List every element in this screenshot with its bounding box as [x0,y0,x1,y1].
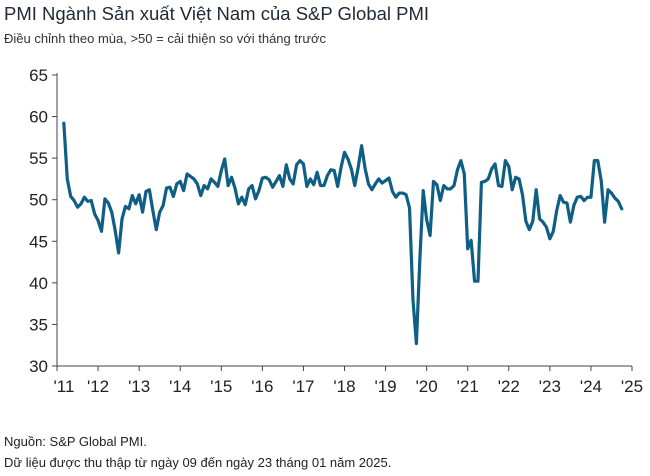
y-tick-label: 65 [29,66,48,85]
x-tick-label: '22 [498,377,520,396]
x-tick-label: '11 [54,377,75,396]
y-tick-label: 45 [29,232,48,251]
x-tick-label: '25 [621,377,643,396]
x-tick-label: '15 [210,377,232,396]
source-note: Nguồn: S&P Global PMI. [4,434,147,449]
y-tick-label: 60 [29,108,48,127]
x-tick-label: '24 [580,377,602,396]
chart-subtitle: Điều chỉnh theo mùa, >50 = cải thiện so … [4,31,327,46]
y-tick-label: 35 [29,315,48,334]
y-tick-label: 40 [29,274,48,293]
x-tick-label: '23 [539,377,561,396]
pmi-series-line [62,121,624,346]
axes-layer [52,73,633,371]
y-tick-labels: 30 35 40 45 50 55 60 65 [29,66,48,376]
x-tick-label: '21 [457,377,479,396]
x-tick-label: '20 [416,377,438,396]
x-tick-labels: '11 '12 '13 '14 '15 '16 '17 '18 '19 '20 '21 '22 '23 '… [54,377,644,396]
x-tick-label: '14 [169,377,191,396]
x-tick-label: '16 [251,377,273,396]
x-tick-label: '17 [292,377,314,396]
x-tick-label: '13 [128,377,150,396]
x-tick-label: '12 [87,377,109,396]
y-tick-label: 30 [29,357,48,376]
data-collection-note: Dữ liệu được thu thập từ ngày 09 đến ngà… [4,455,392,470]
series-layer [62,121,624,346]
chart-title: PMI Ngành Sản xuất Việt Nam của S&P Glob… [4,3,430,24]
y-tick-label: 55 [29,149,48,168]
x-tick-label: '18 [333,377,355,396]
y-tick-label: 50 [29,191,48,210]
x-tick-label: '19 [374,377,396,396]
